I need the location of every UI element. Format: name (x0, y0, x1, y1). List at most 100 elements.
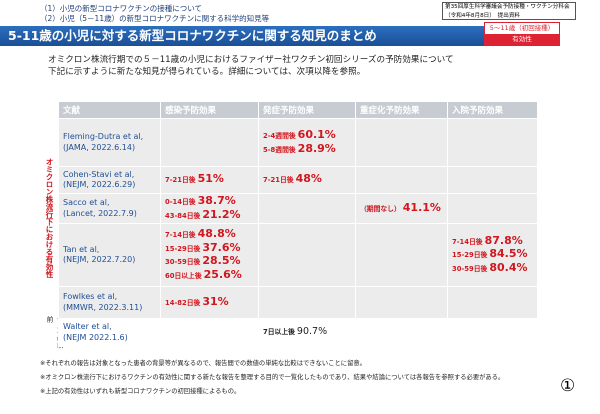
period: 7-14日後 (165, 231, 196, 239)
cell: 7-14日後 87.8% 15-29日後 84.5% 30-59日後 80.4% (447, 223, 538, 287)
period: 7-21日後 (165, 176, 196, 185)
page-number: ① (560, 376, 576, 396)
ref-line: (MMWR, 2022.3.11) (63, 302, 143, 312)
row: Cohen-Stavi et al, (NEJM, 2022.6.29) 7-21日… (58, 166, 538, 194)
ref-line: Walter et al, (63, 322, 112, 331)
table: 文献 感染予防効果 発症予防効果 重症化予防効果 入院予防効果 Fleming-Dutra… (58, 101, 538, 347)
entry: 0-14日後 38.7% (165, 194, 254, 209)
entry: 14-82日後 31% (165, 294, 254, 310)
cell: 2-4週間後 60.1% 5-8週間後 28.9% (258, 118, 356, 167)
header-cell: 文献 (58, 101, 161, 119)
ref-line: (Lancet, 2022.7.9) (63, 208, 137, 218)
period: 60日以上後 (165, 271, 202, 280)
ref-line: Sacco et al, (63, 198, 110, 207)
cell (447, 193, 538, 224)
period: 7-14日後 (452, 237, 483, 246)
period: 43-84日後 (165, 211, 201, 220)
value: 51% (197, 172, 224, 186)
ref-line: Fleming-Dutra et al, (63, 132, 144, 141)
entry: 7-14日後 87.8% (452, 233, 533, 249)
value: 90.7% (296, 326, 328, 338)
period: 14-82日後 (165, 298, 201, 307)
cell: 7-21日後 48% (258, 166, 356, 194)
ref-line: (JAMA, 2022.6.14) (63, 142, 136, 152)
row: Tan et al, (NEJM, 2022.7.20) 7-14日後 48.8% 15… (58, 223, 538, 287)
entry: 30-59日後 80.4% (452, 261, 533, 276)
cell (447, 166, 538, 194)
ref-line: Tan et al, (63, 244, 100, 254)
entry: 30-59日後 28.5% (165, 254, 254, 269)
ref-cell: Fowlkes et al, (MMWR, 2022.3.11) (58, 286, 161, 319)
title-bar: 5-11歳の小児に対する新型コロナワクチンに関する知見のまとめ (0, 26, 560, 46)
cell: 0-14日後 38.7% 43-84日後 21.2% (160, 193, 259, 224)
period: 30-59日後 (452, 264, 488, 273)
ref-cell: Walter et al, (NEJM 2022.1.6) (58, 318, 161, 347)
intro-line: 下記に示すように新たな知見が得られている。詳細については、次項以降を参照。 (48, 67, 366, 77)
ref-line: (NEJM, 2022.7.20) (63, 255, 136, 264)
row: Sacco et al, (Lancet, 2022.7.9) 0-14日後 38.7… (58, 193, 538, 224)
badge: 5～11歳（初回接種） 有効性 (484, 22, 560, 46)
period: 7-21日後 (263, 176, 294, 185)
note: ※上記の有効性はいずれも新型コロナワクチンの初回接種によるもの。 (40, 388, 241, 395)
row: Fleming-Dutra et al, (JAMA, 2022.6.14) 2-4… (58, 118, 538, 167)
cell: 14-82日後 31% (160, 286, 259, 319)
note: ※それぞれの報告は対象となった患者の背景等が異なるので、報告間での数値の単純な比… (40, 360, 366, 367)
intro: オミクロン株流行期での５－11歳の小児におけるファイザー社ワクチン初回シリーズの… (48, 54, 454, 78)
ref-line: Cohen-Stavi et al, (63, 169, 135, 179)
period: 5-8週間後 (263, 145, 296, 154)
entry: 60日以上後 25.6% (165, 267, 254, 283)
cell (447, 118, 538, 167)
note: ※オミクロン株流行下におけるワクチンの有効性に関する新たな報告を整理する目的で一… (40, 374, 505, 381)
cell: 7-21日後 51% (160, 166, 259, 194)
value: 28.5% (202, 254, 241, 267)
ref-line: (NEJM 2022.1.6) (63, 332, 128, 342)
ref-cell: Cohen-Stavi et al, (NEJM, 2022.6.29) (58, 166, 161, 194)
entry: 15-29日後 37.6% (165, 240, 254, 256)
entry: 43-84日後 21.2% (165, 207, 254, 223)
entry: 2-4週間後 60.1% (263, 128, 351, 143)
entry: 5-8週間後 28.9% (263, 141, 351, 157)
meeting-line: 第35回厚生科学審議会予防接種・ワクチン分科会 (445, 4, 570, 10)
cell (258, 193, 356, 224)
cell: （期間なし） 41.1% (355, 193, 448, 224)
group-label: オミクロン株流行下における有効性 (45, 158, 54, 278)
entry: 7-21日後 48% (263, 173, 351, 187)
entry: 7-14日後 48.8% (165, 227, 254, 242)
value: 31% (202, 294, 229, 308)
ref-cell: Tan et al, (NEJM, 2022.7.20) (58, 223, 161, 287)
meeting-box: 第35回厚生科学審議会予防接種・ワクチン分科会 （令和4年8月8日） 提出資料 (442, 2, 576, 20)
value: 28.9% (297, 141, 336, 155)
header-cell: 入院予防効果 (447, 101, 538, 119)
period: 15-29日後 (165, 244, 201, 253)
cell (160, 318, 259, 347)
row: Walter et al, (NEJM 2022.1.6) 7日以上後 90.7% (58, 318, 538, 347)
value: 84.5% (489, 247, 528, 261)
row: Fowlkes et al, (MMWR, 2022.3.11) 14-82日後 31… (58, 286, 538, 319)
entry: （期間なし） 41.1% (360, 200, 443, 216)
header-line: （1）小児の新型コロナワクチンの接種について (40, 4, 203, 13)
cell (447, 318, 538, 347)
header-line: （2）小児（5－11歳）の新型コロナワクチンに関する科学的知見等 (40, 14, 270, 23)
entry: 15-29日後 84.5% (452, 248, 533, 262)
value: 48.8% (197, 227, 236, 240)
cell (447, 286, 538, 319)
value: 87.8% (484, 233, 523, 247)
entry: 7日以上後 90.7% (263, 326, 351, 339)
cell: 7日以上後 90.7% (258, 318, 356, 347)
value: 41.1% (402, 200, 441, 214)
cell: 7-14日後 48.8% 15-29日後 37.6% 30-59日後 28.5% 60日以上… (160, 223, 259, 287)
header-cell: 発症予防効果 (258, 101, 356, 119)
period: 30-59日後 (165, 258, 201, 266)
badge-line: 有効性 (485, 34, 559, 45)
value: 60.1% (297, 128, 336, 141)
cell (355, 166, 448, 194)
cell (355, 286, 448, 319)
intro-line: オミクロン株流行期での５－11歳の小児におけるファイザー社ワクチン初回シリーズの… (48, 55, 454, 65)
period: 2-4週間後 (263, 132, 296, 140)
value: 25.6% (203, 267, 242, 281)
value: 21.2% (202, 207, 241, 221)
header-row: 文献 感染予防効果 発症予防効果 重症化予防効果 入院予防効果 (58, 101, 538, 119)
value: 37.6% (202, 240, 241, 254)
value: 48% (295, 172, 322, 186)
